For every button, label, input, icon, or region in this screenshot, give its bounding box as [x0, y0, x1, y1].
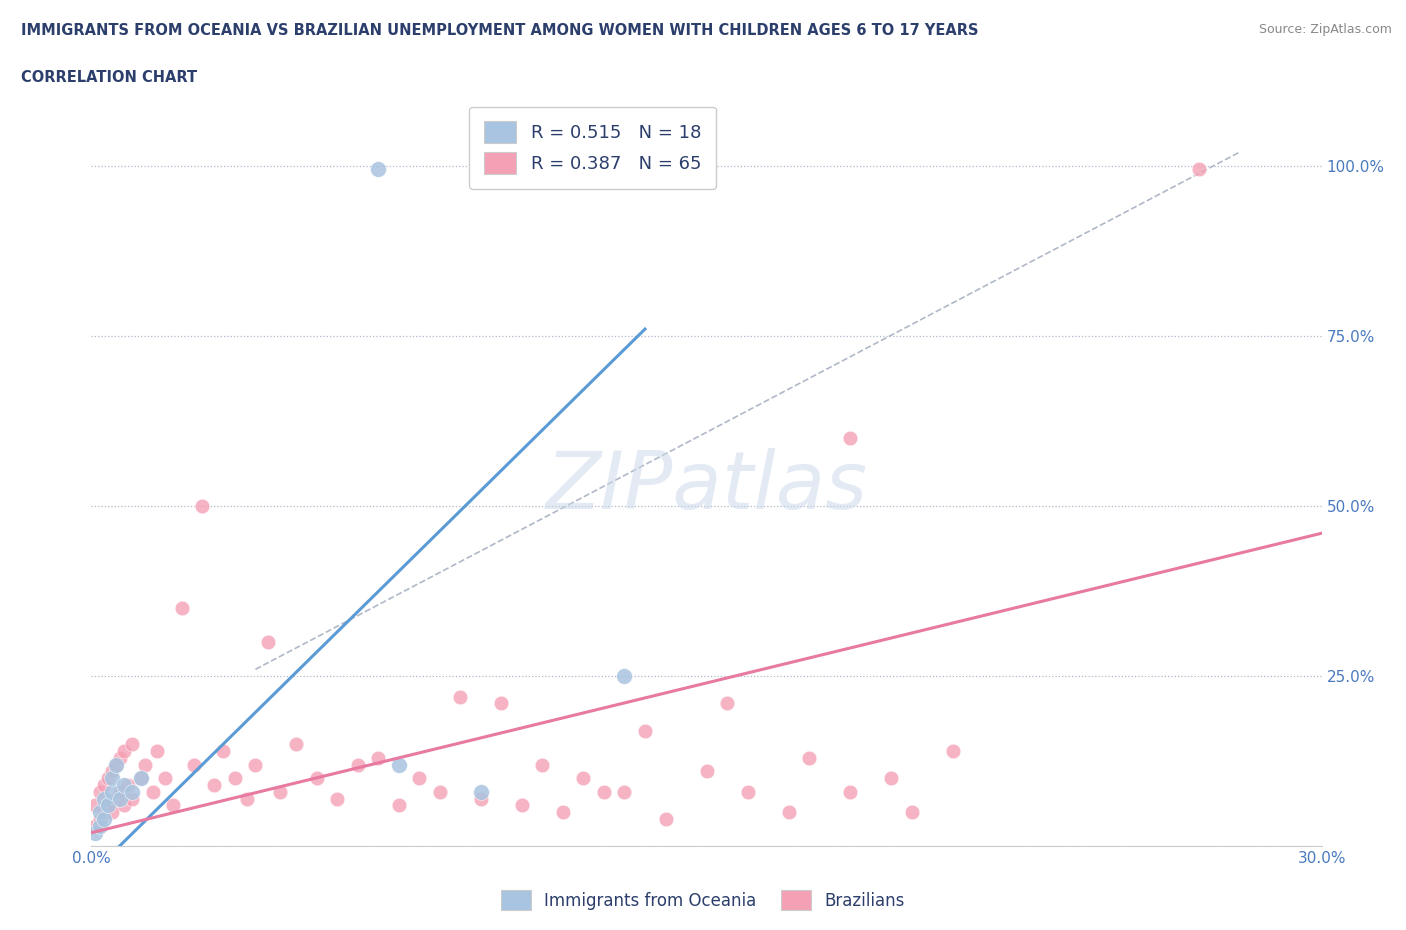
Point	[470, 784, 492, 799]
Point	[105, 757, 127, 772]
Point	[93, 777, 115, 792]
Point	[269, 784, 291, 799]
Point	[84, 825, 107, 840]
Point	[89, 784, 111, 799]
Point	[695, 764, 717, 779]
Point	[942, 744, 965, 759]
Point	[112, 744, 135, 759]
Point	[142, 784, 165, 799]
Text: IMMIGRANTS FROM OCEANIA VS BRAZILIAN UNEMPLOYMENT AMONG WOMEN WITH CHILDREN AGES: IMMIGRANTS FROM OCEANIA VS BRAZILIAN UNE…	[21, 23, 979, 38]
Point	[97, 771, 120, 786]
Point	[388, 798, 411, 813]
Point	[121, 784, 143, 799]
Point	[1187, 162, 1209, 177]
Point	[129, 771, 152, 786]
Point	[93, 804, 115, 819]
Point	[367, 162, 389, 177]
Point	[121, 737, 143, 751]
Point	[613, 669, 636, 684]
Point	[491, 162, 513, 177]
Point	[797, 751, 820, 765]
Legend: Immigrants from Oceania, Brazilians: Immigrants from Oceania, Brazilians	[494, 884, 912, 917]
Text: Source: ZipAtlas.com: Source: ZipAtlas.com	[1258, 23, 1392, 36]
Point	[839, 784, 862, 799]
Point	[105, 791, 127, 806]
Point	[89, 818, 111, 833]
Point	[429, 784, 451, 799]
Point	[84, 818, 107, 833]
Point	[101, 764, 124, 779]
Point	[408, 771, 430, 786]
Point	[108, 784, 131, 799]
Point	[347, 757, 370, 772]
Text: CORRELATION CHART: CORRELATION CHART	[21, 70, 197, 85]
Point	[256, 634, 278, 649]
Point	[108, 751, 131, 765]
Point	[191, 498, 214, 513]
Point	[367, 751, 389, 765]
Point	[211, 744, 233, 759]
Point	[551, 804, 574, 819]
Point	[117, 777, 139, 792]
Point	[470, 791, 492, 806]
Point	[510, 798, 533, 813]
Point	[531, 757, 554, 772]
Point	[129, 771, 152, 786]
Point	[737, 784, 759, 799]
Point	[93, 812, 115, 827]
Point	[202, 777, 225, 792]
Point	[491, 696, 513, 711]
Point	[716, 696, 738, 711]
Point	[97, 798, 120, 813]
Point	[101, 784, 124, 799]
Point	[778, 804, 800, 819]
Point	[153, 771, 177, 786]
Point	[146, 744, 169, 759]
Point	[572, 771, 595, 786]
Legend: R = 0.515   N = 18, R = 0.387   N = 65: R = 0.515 N = 18, R = 0.387 N = 65	[470, 107, 716, 189]
Point	[105, 757, 127, 772]
Point	[97, 798, 120, 813]
Point	[388, 757, 411, 772]
Point	[101, 804, 124, 819]
Point	[224, 771, 246, 786]
Point	[613, 784, 636, 799]
Point	[654, 812, 676, 827]
Point	[183, 757, 205, 772]
Point	[134, 757, 156, 772]
Point	[101, 771, 124, 786]
Point	[245, 757, 267, 772]
Point	[449, 689, 471, 704]
Point	[326, 791, 349, 806]
Point	[84, 798, 107, 813]
Point	[285, 737, 308, 751]
Point	[900, 804, 922, 819]
Point	[634, 724, 657, 738]
Point	[89, 804, 111, 819]
Point	[236, 791, 259, 806]
Point	[112, 798, 135, 813]
Point	[112, 777, 135, 792]
Point	[880, 771, 903, 786]
Point	[305, 771, 328, 786]
Point	[593, 784, 616, 799]
Point	[89, 812, 111, 827]
Point	[93, 791, 115, 806]
Point	[839, 431, 862, 445]
Point	[121, 791, 143, 806]
Point	[170, 601, 193, 616]
Text: ZIPatlas: ZIPatlas	[546, 448, 868, 526]
Point	[162, 798, 184, 813]
Point	[108, 791, 131, 806]
